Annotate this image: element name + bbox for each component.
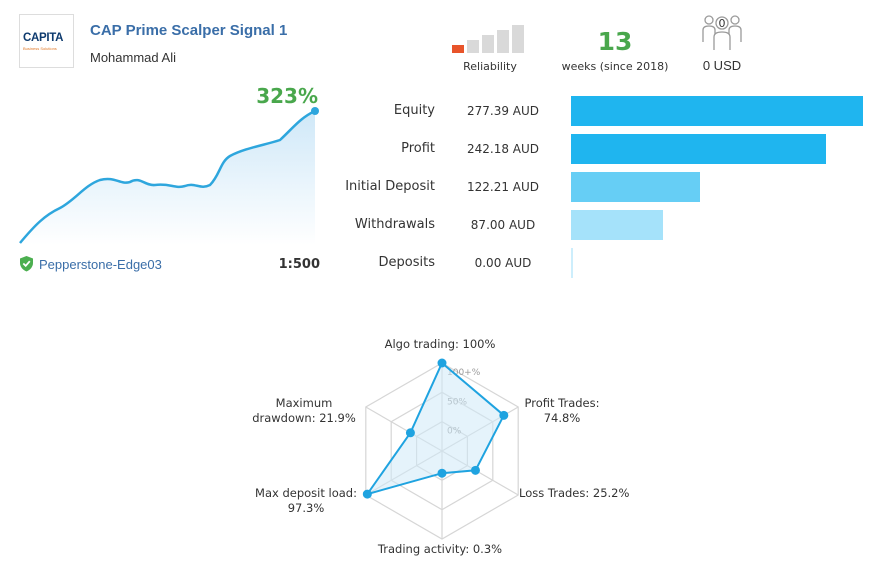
verified-shield-icon [20,256,33,272]
radar-label-algo-trading: Algo trading: 100% [384,337,496,351]
stat-value-profit: 242.18 AUD [466,142,540,156]
radar-point [470,465,480,475]
radar-label-trading-activity: Trading activity: 0.3% [377,542,503,556]
signal-title[interactable]: CAP Prime Scalper Signal 1 [90,22,288,39]
weeks-count: 13 [597,27,633,56]
leverage-value: 1:500 [278,257,320,272]
growth-endpoint [311,107,319,115]
radar-label-max-drawdown: Maximum drawdown: 21.9% [252,396,356,425]
radar-point [362,489,372,499]
reliability-bars-icon [452,25,524,53]
radar-label-max-deposit-load: Max deposit load: 97.3% [255,486,357,515]
growth-chart[interactable] [15,100,325,250]
stat-bar-withdrawals [571,210,663,240]
stat-value-initial-deposit: 122.21 AUD [466,180,540,194]
stat-label-initial-deposit: Initial Deposit [345,179,435,194]
radar-point [437,468,447,478]
growth-percent: 323% [256,84,318,108]
growth-area [20,111,315,245]
stat-label-profit: Profit [401,141,435,156]
stat-value-deposits: 0.00 AUD [474,256,532,270]
reliability-bar [512,25,524,53]
growth-line [19,109,316,244]
stat-bar-profit [571,134,826,164]
broker-link[interactable]: Pepperstone-Edge03 [39,257,162,272]
stat-bar-equity [571,96,863,126]
stat-value-withdrawals: 87.00 AUD [470,218,536,232]
radar-scale-label: 100+% [447,368,481,378]
logo-subtext: Business Solutions [23,46,57,51]
subscribers-count: 0 [719,17,726,30]
reliability-label: Reliability [463,60,517,73]
stat-label-deposits: Deposits [378,255,435,270]
stat-label-withdrawals: Withdrawals [354,217,435,232]
weeks-caption: weeks (since 2018) [561,60,669,73]
author-name[interactable]: Mohammad Ali [90,50,176,65]
radar-point [405,428,415,438]
stat-bar-initial-deposit [571,172,700,202]
radar-point [499,410,509,420]
logo-text: CAPITA [23,32,64,44]
reliability-bar [497,30,509,53]
reliability-bar [452,45,464,53]
radar-point [437,358,447,368]
signal-logo: CAPITA Business Solutions [19,14,74,68]
stat-value-equity: 277.39 AUD [466,104,540,118]
reliability-bar [467,40,479,53]
radar-label-profit-trades: Profit Trades: 74.8% [524,396,600,425]
subscription-price: 0 USD [702,58,742,73]
radar-label-loss-trades: Loss Trades: 25.2% [519,486,630,500]
radar-chart: 100+%50%0% [362,358,519,540]
subscribers-icon: 0 [702,15,742,50]
stat-label-equity: Equity [393,103,435,118]
stat-bar-deposits [571,248,573,278]
reliability-bar [482,35,494,53]
